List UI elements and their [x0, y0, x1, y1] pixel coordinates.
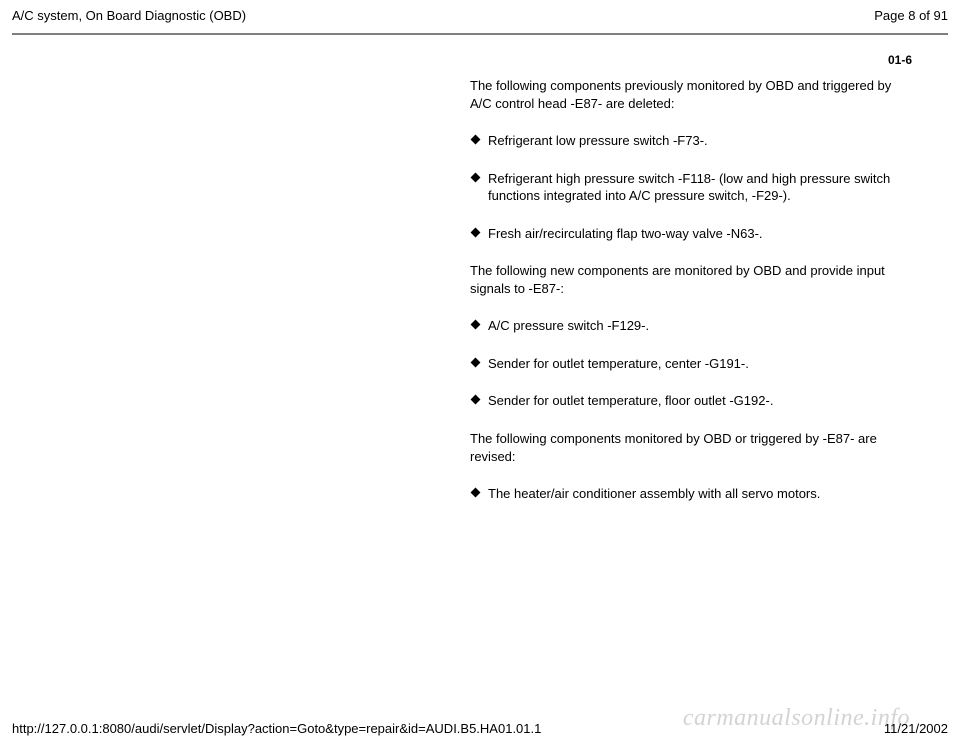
- paragraph-3: The following components monitored by OB…: [470, 430, 912, 465]
- diamond-bullet-icon: [471, 488, 481, 498]
- diamond-bullet-icon: [471, 320, 481, 330]
- list-item-text: Sender for outlet temperature, center -G…: [488, 356, 749, 371]
- content-area: The following components previously moni…: [470, 77, 912, 503]
- header-page-indicator: Page 8 of 91: [874, 8, 948, 23]
- list-item: Fresh air/recirculating flap two-way val…: [470, 225, 912, 243]
- page-footer: http://127.0.0.1:8080/audi/servlet/Displ…: [12, 721, 948, 736]
- diamond-bullet-icon: [471, 135, 481, 145]
- diamond-bullet-icon: [471, 357, 481, 367]
- footer-date: 11/21/2002: [884, 721, 948, 736]
- bullet-list-1: Refrigerant low pressure switch -F73-. R…: [470, 132, 912, 242]
- header-title: A/C system, On Board Diagnostic (OBD): [12, 8, 246, 23]
- list-item: Sender for outlet temperature, floor out…: [470, 392, 912, 410]
- bullet-list-3: The heater/air conditioner assembly with…: [470, 485, 912, 503]
- list-item: The heater/air conditioner assembly with…: [470, 485, 912, 503]
- page-header: A/C system, On Board Diagnostic (OBD) Pa…: [0, 0, 960, 29]
- list-item: A/C pressure switch -F129-.: [470, 317, 912, 335]
- bullet-list-2: A/C pressure switch -F129-. Sender for o…: [470, 317, 912, 410]
- list-item-text: Refrigerant low pressure switch -F73-.: [488, 133, 708, 148]
- list-item-text: Fresh air/recirculating flap two-way val…: [488, 226, 763, 241]
- diamond-bullet-icon: [471, 172, 481, 182]
- section-number: 01-6: [0, 35, 960, 77]
- paragraph-2: The following new components are monitor…: [470, 262, 912, 297]
- paragraph-1: The following components previously moni…: [470, 77, 912, 112]
- diamond-bullet-icon: [471, 227, 481, 237]
- diamond-bullet-icon: [471, 395, 481, 405]
- list-item-text: A/C pressure switch -F129-.: [488, 318, 649, 333]
- list-item: Sender for outlet temperature, center -G…: [470, 355, 912, 373]
- list-item: Refrigerant high pressure switch -F118- …: [470, 170, 912, 205]
- list-item-text: The heater/air conditioner assembly with…: [488, 486, 820, 501]
- list-item: Refrigerant low pressure switch -F73-.: [470, 132, 912, 150]
- footer-url: http://127.0.0.1:8080/audi/servlet/Displ…: [12, 721, 541, 736]
- list-item-text: Refrigerant high pressure switch -F118- …: [488, 171, 890, 204]
- list-item-text: Sender for outlet temperature, floor out…: [488, 393, 773, 408]
